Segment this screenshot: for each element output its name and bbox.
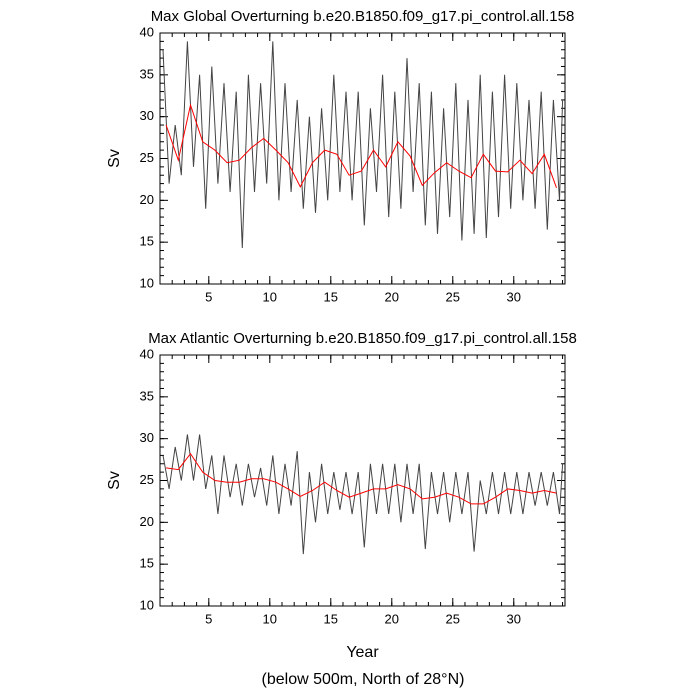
plot-frame xyxy=(159,354,566,607)
y-tick-label: 15 xyxy=(140,234,154,249)
y-tick-label: 40 xyxy=(140,346,154,361)
chart-title: Max Atlantic Overturning b.e20.B1850.f09… xyxy=(148,330,577,347)
y-tick-label: 40 xyxy=(140,24,154,39)
y-tick-label: 10 xyxy=(140,597,154,612)
x-axis-label: Year xyxy=(346,644,379,661)
y-tick-label: 30 xyxy=(140,430,154,445)
x-tick-label: 10 xyxy=(263,611,277,626)
y-tick-label: 20 xyxy=(140,192,154,207)
series-line xyxy=(162,434,564,555)
y-tick-label: 15 xyxy=(140,556,154,571)
x-tick-label: 30 xyxy=(507,289,521,304)
x-tick-label: 20 xyxy=(385,611,399,626)
x-tick-label: 20 xyxy=(385,289,399,304)
x-tick-label: 25 xyxy=(446,611,460,626)
x-tick-label: 30 xyxy=(507,611,521,626)
x-tick-label: 10 xyxy=(263,289,277,304)
y-axis-label: Sv xyxy=(106,471,123,490)
x-tick-label: 5 xyxy=(205,289,212,304)
chart-title: Max Global Overturning b.e20.B1850.f09_g… xyxy=(151,8,575,25)
footnote: (below 500m, North of 28°N) xyxy=(262,671,465,688)
x-tick-label: 15 xyxy=(324,611,338,626)
y-tick-label: 20 xyxy=(140,514,154,529)
series-line xyxy=(166,452,557,505)
x-tick-label: 25 xyxy=(446,289,460,304)
series-line xyxy=(165,103,557,189)
y-tick-label: 10 xyxy=(140,275,154,290)
x-tick-label: 15 xyxy=(324,289,338,304)
x-tick-label: 5 xyxy=(205,611,212,626)
y-tick-label: 25 xyxy=(140,472,154,487)
y-tick-label: 25 xyxy=(140,150,154,165)
y-tick-label: 35 xyxy=(140,388,154,403)
y-tick-label: 30 xyxy=(140,108,154,123)
plot-frame xyxy=(159,32,566,285)
y-axis-label: Sv xyxy=(106,149,123,168)
series-line xyxy=(162,41,564,249)
y-tick-label: 35 xyxy=(140,66,154,81)
